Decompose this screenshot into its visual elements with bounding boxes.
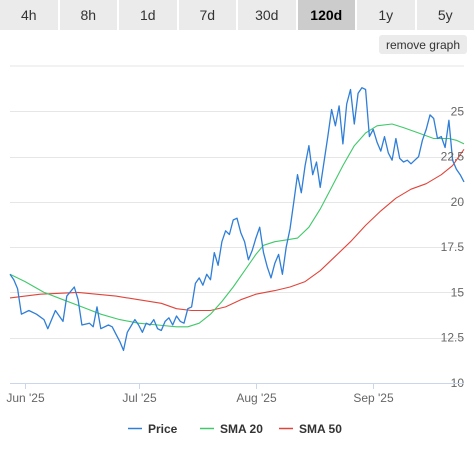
remove-graph-button[interactable]: remove graph <box>378 35 467 54</box>
legend-label-price: Price <box>148 422 178 436</box>
y-tick-label: 12.5 <box>441 331 465 345</box>
x-tick-label: Jul '25 <box>122 391 157 405</box>
legend-label-sma-20: SMA 20 <box>220 422 263 436</box>
series-layer <box>9 87 465 352</box>
tab-1y[interactable]: 1y <box>357 0 415 30</box>
tab-4h[interactable]: 4h <box>0 0 58 30</box>
tab-120d[interactable]: 120d <box>297 0 355 30</box>
tab-30d[interactable]: 30d <box>238 0 296 30</box>
y-tick-label: 17.5 <box>441 240 465 254</box>
grid-lines <box>10 65 464 384</box>
tab-5y[interactable]: 5y <box>416 0 474 30</box>
series-line-price <box>9 87 465 352</box>
y-tick-label: 20 <box>451 195 465 209</box>
range-tabs: 4h 8h 1d 7d 30d 120d 1y 5y <box>0 0 474 30</box>
legend-label-sma-50: SMA 50 <box>299 422 342 436</box>
y-tick-label: 15 <box>451 285 465 299</box>
series-line-sma-20 <box>9 123 465 328</box>
tab-8h[interactable]: 8h <box>59 0 117 30</box>
y-tick-label: 25 <box>451 104 465 118</box>
tab-1d[interactable]: 1d <box>119 0 177 30</box>
x-tick-label: Aug '25 <box>236 391 277 405</box>
y-tick-label: 22.5 <box>441 150 465 164</box>
series-line-sma-50 <box>9 148 465 312</box>
legend: Price SMA 20 SMA 50 <box>128 422 342 436</box>
tab-7d[interactable]: 7d <box>178 0 236 30</box>
x-tick-label: Sep '25 <box>353 391 394 405</box>
x-tick-label: Jun '25 <box>6 391 45 405</box>
